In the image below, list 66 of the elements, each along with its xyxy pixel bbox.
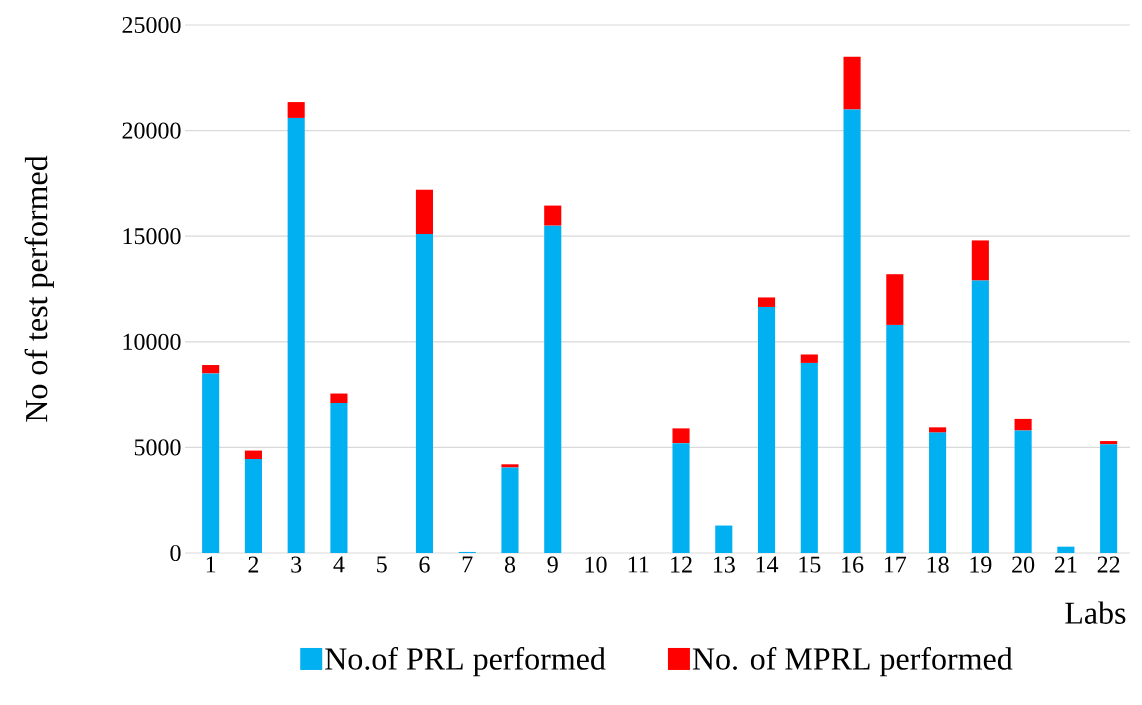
bar	[757, 297, 776, 307]
bar	[757, 306, 776, 553]
y-tick-label: 20000	[122, 122, 181, 139]
bar	[544, 225, 562, 553]
x-tick-label: 8	[504, 556, 516, 573]
bar	[1100, 444, 1118, 553]
x-tick-label: 4	[333, 556, 345, 573]
bar	[886, 274, 904, 325]
x-tick-label: 13	[713, 556, 735, 573]
bar	[330, 403, 348, 553]
bar	[330, 393, 348, 404]
bar	[929, 427, 947, 433]
bar	[672, 443, 690, 553]
x-tick-label: 22	[1097, 556, 1120, 573]
bar	[202, 373, 220, 553]
x-tick-label: 9	[547, 556, 558, 573]
legend-label: No. of MPRL performed	[692, 646, 1013, 677]
x-tick-label: 15	[799, 556, 821, 573]
x-tick-label: 7	[462, 556, 473, 573]
x-tick-label: 11	[628, 556, 649, 573]
bar	[715, 525, 733, 553]
bar	[501, 467, 519, 553]
bar	[544, 205, 562, 226]
bar	[415, 234, 434, 553]
bar	[971, 240, 989, 281]
y-tick-label: 25000	[122, 16, 181, 34]
x-tick-label: 1	[206, 556, 216, 573]
x-tick-label: 6	[419, 556, 430, 573]
bar	[1057, 546, 1075, 553]
bar	[672, 428, 690, 444]
x-tick-label: 19	[970, 556, 992, 573]
y-tick-label: 5000	[134, 439, 181, 456]
x-tick-label: 14	[756, 556, 779, 573]
bar	[929, 432, 947, 553]
bar	[287, 117, 305, 553]
bar	[1014, 430, 1032, 553]
bar	[843, 109, 861, 553]
x-tick-label: 5	[377, 556, 387, 573]
x-tick-label: 21	[1054, 556, 1077, 573]
x-tick-label: 18	[927, 556, 949, 573]
bar	[843, 56, 861, 110]
bar	[886, 324, 904, 553]
bar	[800, 362, 818, 553]
x-tick-label: 16	[842, 556, 864, 573]
bar	[1014, 418, 1032, 431]
bar	[244, 459, 262, 553]
x-axis-title: Labs	[1065, 601, 1126, 624]
bar	[287, 102, 305, 118]
y-tick-label: 10000	[123, 333, 181, 350]
legend-label: No.of PRL performed	[325, 646, 606, 677]
x-tick-label: 10	[585, 556, 607, 573]
x-tick-label: 2	[248, 556, 259, 573]
y-tick-label: 15000	[123, 228, 181, 245]
y-axis-title: No of test performed	[24, 155, 54, 422]
bar	[501, 464, 519, 468]
x-tick-label: 17	[884, 556, 907, 573]
x-tick-label: 12	[671, 556, 692, 573]
bar	[244, 450, 262, 460]
bar	[1100, 441, 1118, 445]
bar	[971, 280, 989, 553]
bar	[202, 365, 220, 374]
bar	[415, 189, 434, 235]
x-tick-label: 3	[291, 556, 302, 573]
x-tick-label: 20	[1012, 556, 1035, 573]
bar	[800, 354, 818, 363]
y-tick-label: 0	[170, 544, 181, 562]
